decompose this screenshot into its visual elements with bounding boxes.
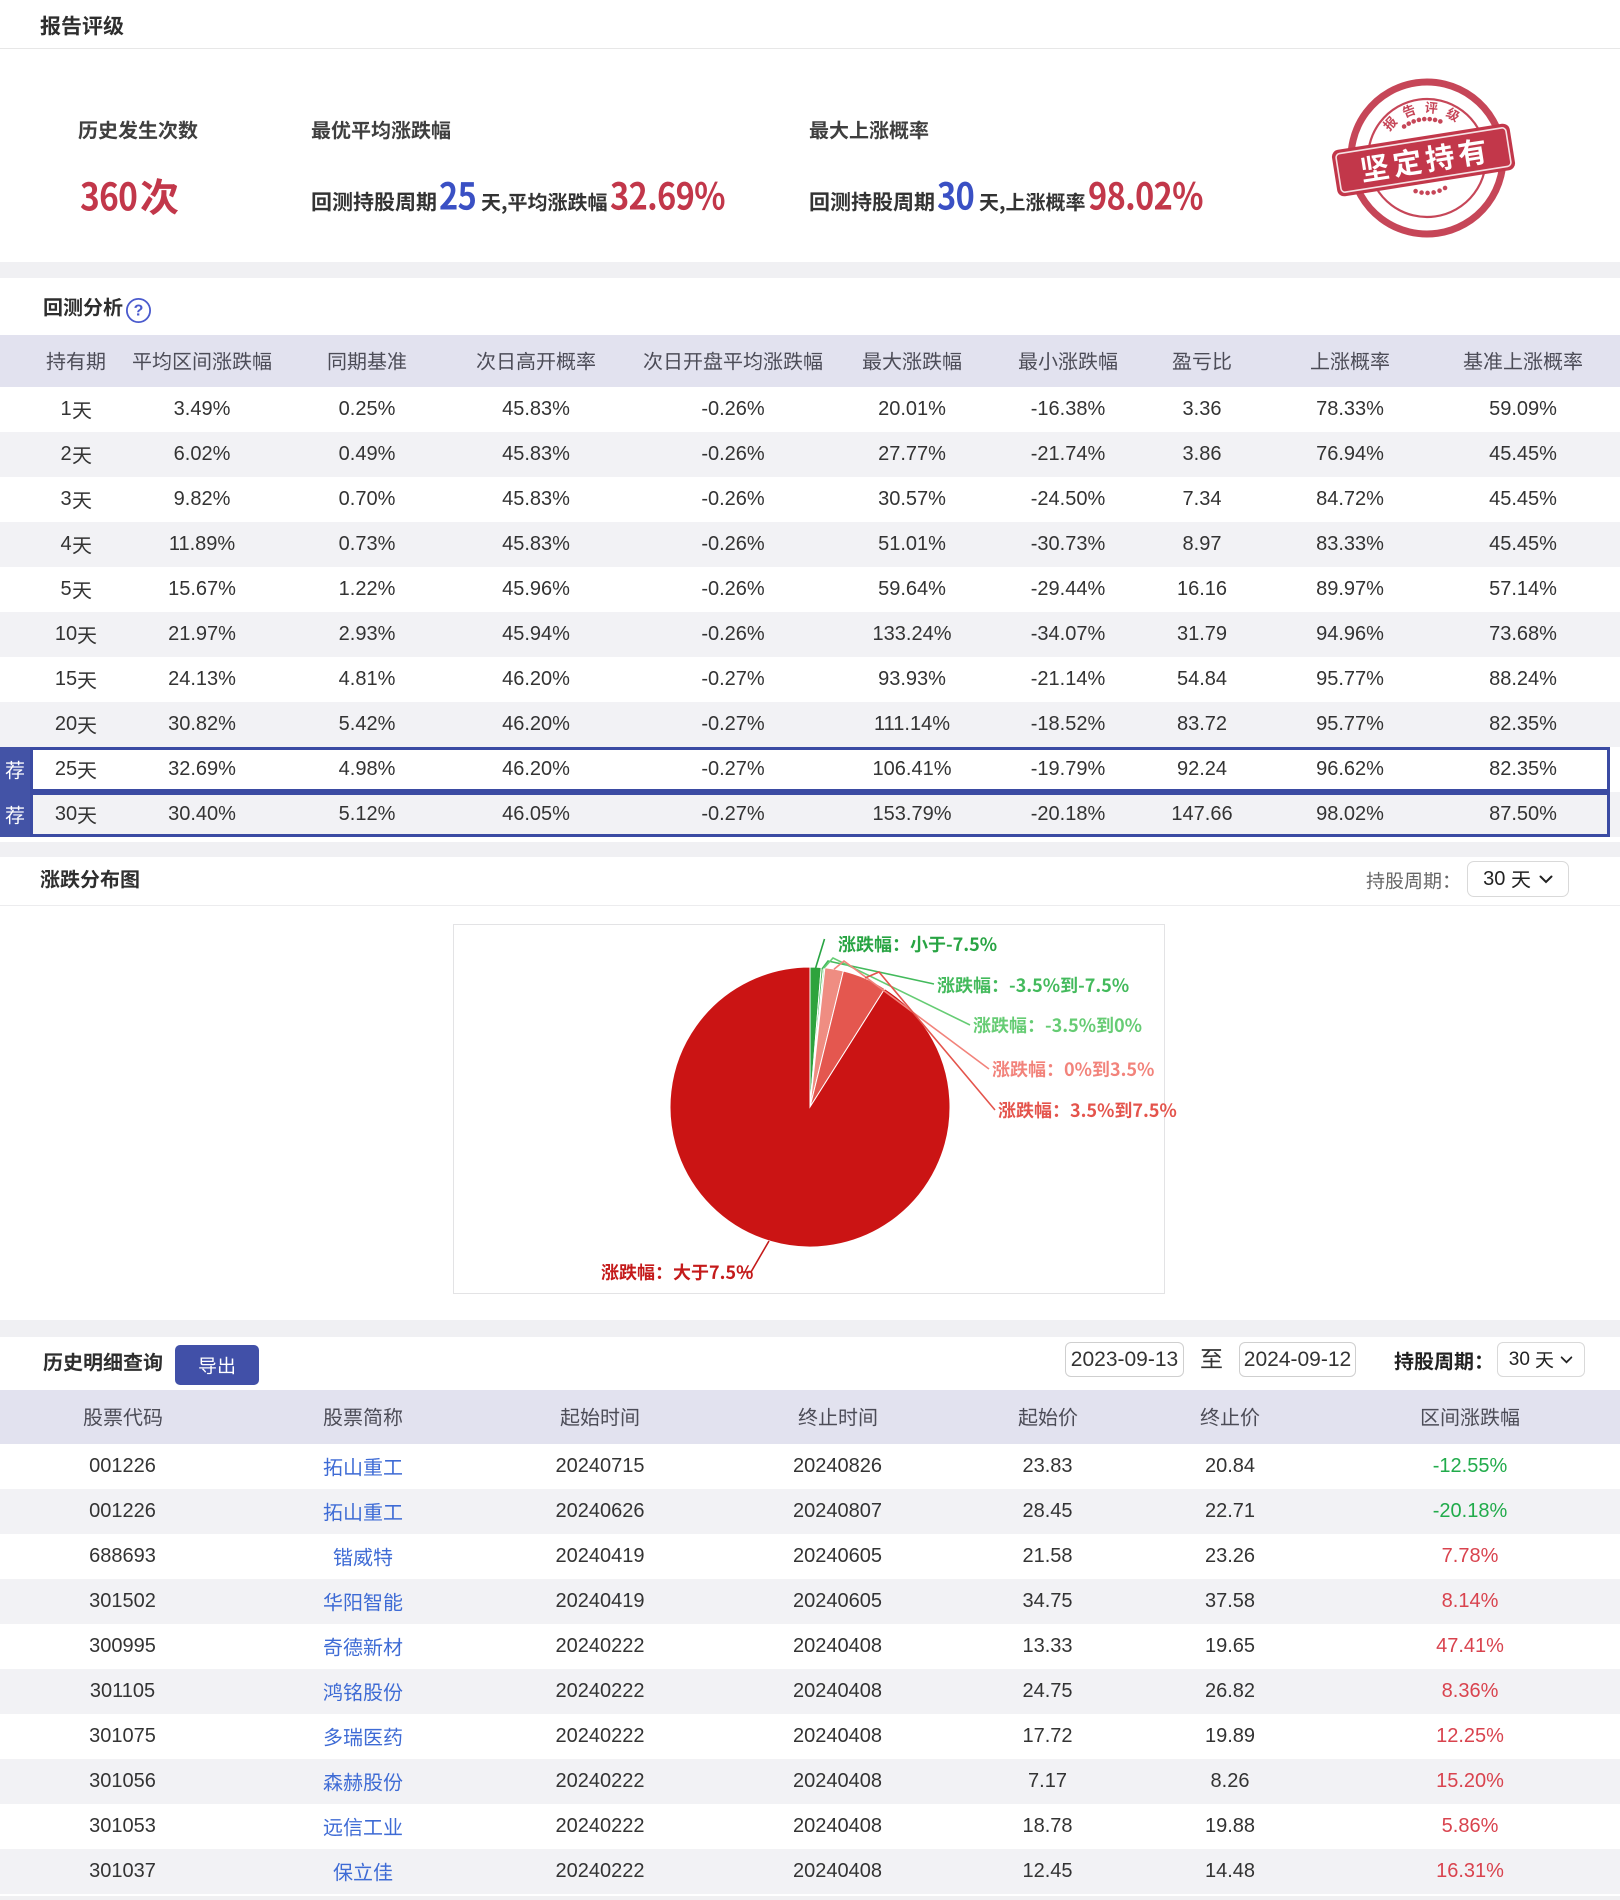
svg-text:?: ? (134, 302, 144, 319)
